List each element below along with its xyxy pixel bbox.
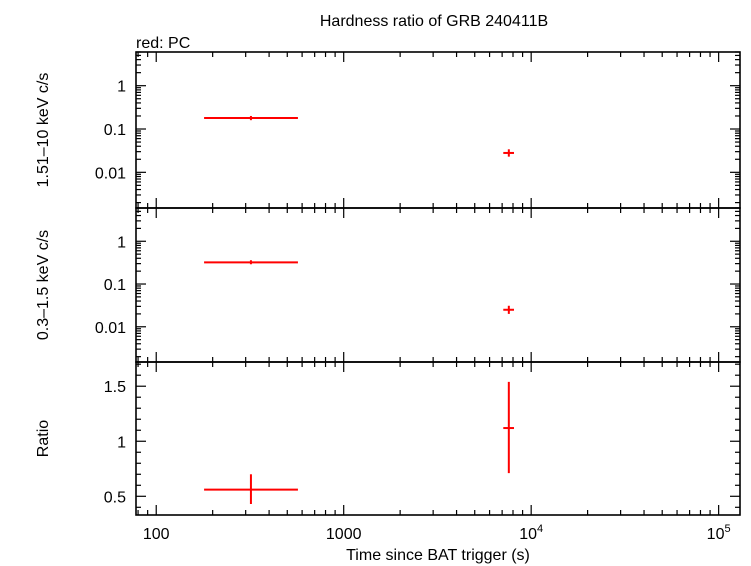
panel-hard-band: 0.01 0.1 1 1.51–10 keV c/s — [35, 51, 741, 209]
chart-title: Hardness ratio of GRB 240411B — [320, 13, 548, 30]
x-tick-base: 10 — [519, 526, 537, 543]
panel-soft-band: 0.01 0.1 1 0.3–1.5 keV c/s — [35, 207, 741, 363]
data-point — [503, 305, 515, 314]
x-tick-label: 100 — [143, 526, 170, 543]
data-point — [503, 149, 515, 157]
x-tick-exponent: 5 — [724, 523, 730, 535]
y-axis-label: 0.3–1.5 keV c/s — [35, 230, 52, 340]
y-tick-label: 1 — [117, 434, 126, 451]
data-point — [204, 260, 298, 265]
panels: 0.01 0.1 1 1.51–10 keV c/s 0.01 0.1 1 0.3–1.5 k… — [35, 51, 741, 543]
panel-frame — [135, 207, 741, 363]
panel-frame — [135, 51, 741, 209]
x-tick-label: 1000 — [326, 526, 362, 543]
x-axis-label: Time since BAT trigger (s) — [346, 547, 530, 564]
data-point — [503, 381, 515, 474]
data-point — [204, 474, 298, 504]
y-axis-label: Ratio — [35, 420, 52, 457]
y-tick-label: 1 — [117, 234, 126, 251]
x-tick-label: 104 — [519, 523, 543, 543]
x-tick-base: 10 — [707, 526, 725, 543]
legend-note: red: PC — [136, 35, 190, 52]
x-tick-base: 100 — [143, 526, 170, 543]
y-tick-label: 0.5 — [104, 489, 126, 506]
y-tick-label: 0.1 — [104, 122, 126, 139]
y-tick-label: 1.5 — [104, 379, 126, 396]
y-tick-label: 0.01 — [95, 165, 126, 182]
y-axis-label: 1.51–10 keV c/s — [35, 73, 52, 188]
y-tick-label: 0.1 — [104, 277, 126, 294]
x-tick-base: 1000 — [326, 526, 362, 543]
x-tick-label: 105 — [707, 523, 731, 543]
data-point — [204, 115, 298, 121]
y-tick-label: 0.01 — [95, 320, 126, 337]
x-tick-exponent: 4 — [537, 523, 543, 535]
panel-frame — [135, 361, 741, 516]
y-tick-label: 1 — [117, 79, 126, 96]
